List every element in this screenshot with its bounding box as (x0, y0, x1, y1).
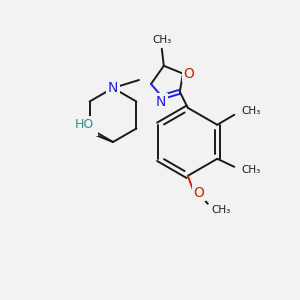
Text: O: O (194, 186, 204, 200)
Text: N: N (108, 81, 118, 95)
Text: CH₃: CH₃ (152, 35, 171, 45)
Text: O: O (184, 67, 194, 81)
Text: CH₃: CH₃ (212, 205, 231, 215)
Text: CH₃: CH₃ (241, 165, 260, 175)
Text: HO: HO (74, 118, 94, 130)
Text: CH₃: CH₃ (241, 106, 260, 116)
Text: N: N (156, 95, 166, 109)
Text: -O: -O (82, 122, 96, 134)
Text: H: H (75, 122, 85, 134)
